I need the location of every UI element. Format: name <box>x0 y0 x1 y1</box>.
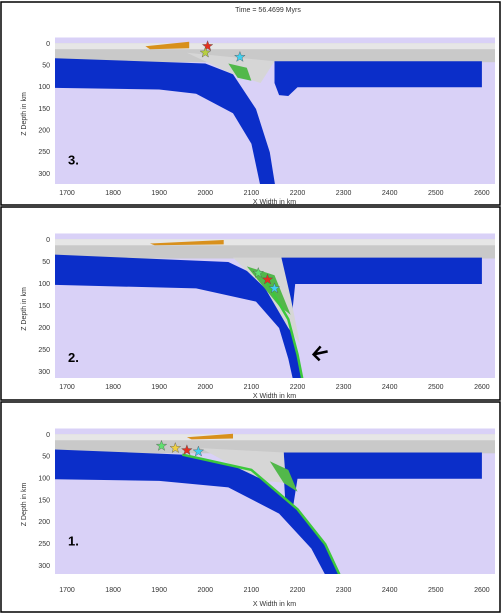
x-axis-label: X Width in km <box>253 601 296 608</box>
y-tick-label: 250 <box>38 149 50 156</box>
y-tick-label: 100 <box>38 476 50 483</box>
x-tick-label: 1800 <box>105 190 121 197</box>
panel: 0 50 100 150 200 250 300 1700 1800 1900 2000 2100 22… <box>1 2 500 206</box>
crust-top <box>55 434 495 440</box>
y-axis-label: Z Depth in km <box>21 483 28 527</box>
x-tick-label: 1700 <box>59 384 75 391</box>
x-tick-label: 2100 <box>244 587 260 594</box>
x-tick-label: 2400 <box>382 190 398 197</box>
x-tick-label: 1700 <box>59 190 75 197</box>
y-tick-label: 250 <box>38 347 50 354</box>
x-tick-label: 1900 <box>151 384 167 391</box>
y-tick-label: 300 <box>38 563 50 570</box>
x-tick-label: 1800 <box>105 384 121 391</box>
y-tick-label: 200 <box>38 325 50 332</box>
y-tick-label: 0 <box>46 41 50 48</box>
x-tick-label: 2200 <box>290 384 306 391</box>
x-axis-label: X Width in km <box>253 393 296 400</box>
x-tick-label: 2600 <box>474 384 490 391</box>
y-tick-label: 50 <box>42 63 50 70</box>
x-tick-label: 2600 <box>474 587 490 594</box>
x-tick-label: 2600 <box>474 190 490 197</box>
y-tick-label: 150 <box>38 106 50 113</box>
figure-title: Time = 56.4699 Myrs <box>235 7 301 14</box>
y-tick-label: 100 <box>38 84 50 91</box>
y-tick-label: 50 <box>42 259 50 266</box>
x-tick-label: 2400 <box>382 384 398 391</box>
panel: 0 50 100 150 200 250 300 1700 1800 1900 2000 2100 22… <box>1 402 500 612</box>
panel-label: 3. <box>68 152 79 167</box>
y-tick-label: 300 <box>38 171 50 178</box>
y-tick-label: 300 <box>38 369 50 376</box>
panel: 0 50 100 150 200 250 300 1700 1800 1900 2000 2100 22… <box>1 207 500 400</box>
y-tick-label: 0 <box>46 432 50 439</box>
y-tick-label: 150 <box>38 303 50 310</box>
y-tick-label: 150 <box>38 497 50 504</box>
x-tick-label: 2200 <box>290 190 306 197</box>
x-tick-label: 2500 <box>428 384 444 391</box>
x-tick-label: 2400 <box>382 587 398 594</box>
figure: 0501001502002503001700180019002000210022… <box>0 0 502 614</box>
x-tick-label: 2300 <box>336 190 352 197</box>
y-axis-label: Z Depth in km <box>21 92 28 136</box>
crust-top <box>55 239 495 245</box>
y-tick-label: 250 <box>38 541 50 548</box>
x-tick-label: 2500 <box>428 190 444 197</box>
x-tick-label: 1900 <box>151 190 167 197</box>
y-tick-label: 100 <box>38 281 50 288</box>
plot-area <box>21 233 495 389</box>
x-tick-label: 2300 <box>336 587 352 594</box>
x-tick-label: 1900 <box>151 587 167 594</box>
y-tick-label: 0 <box>46 237 50 244</box>
x-tick-label: 2500 <box>428 587 444 594</box>
panel-label: 2. <box>68 350 79 365</box>
plot-area <box>21 38 495 188</box>
x-tick-label: 2300 <box>336 384 352 391</box>
x-tick-label: 1700 <box>59 587 75 594</box>
y-tick-label: 50 <box>42 454 50 461</box>
x-tick-label: 2000 <box>198 190 214 197</box>
plot-area <box>21 428 495 583</box>
x-tick-label: 2200 <box>290 587 306 594</box>
panel-label: 1. <box>68 533 79 548</box>
y-tick-label: 200 <box>38 128 50 135</box>
x-tick-label: 2100 <box>244 190 260 197</box>
x-tick-label: 1800 <box>105 587 121 594</box>
y-axis-label: Z Depth in km <box>21 287 28 331</box>
x-axis-label: X Width in km <box>253 199 296 206</box>
x-tick-label: 2100 <box>244 384 260 391</box>
crust-top <box>55 43 495 49</box>
x-tick-label: 2000 <box>198 587 214 594</box>
x-tick-label: 2000 <box>198 384 214 391</box>
y-tick-label: 200 <box>38 519 50 526</box>
